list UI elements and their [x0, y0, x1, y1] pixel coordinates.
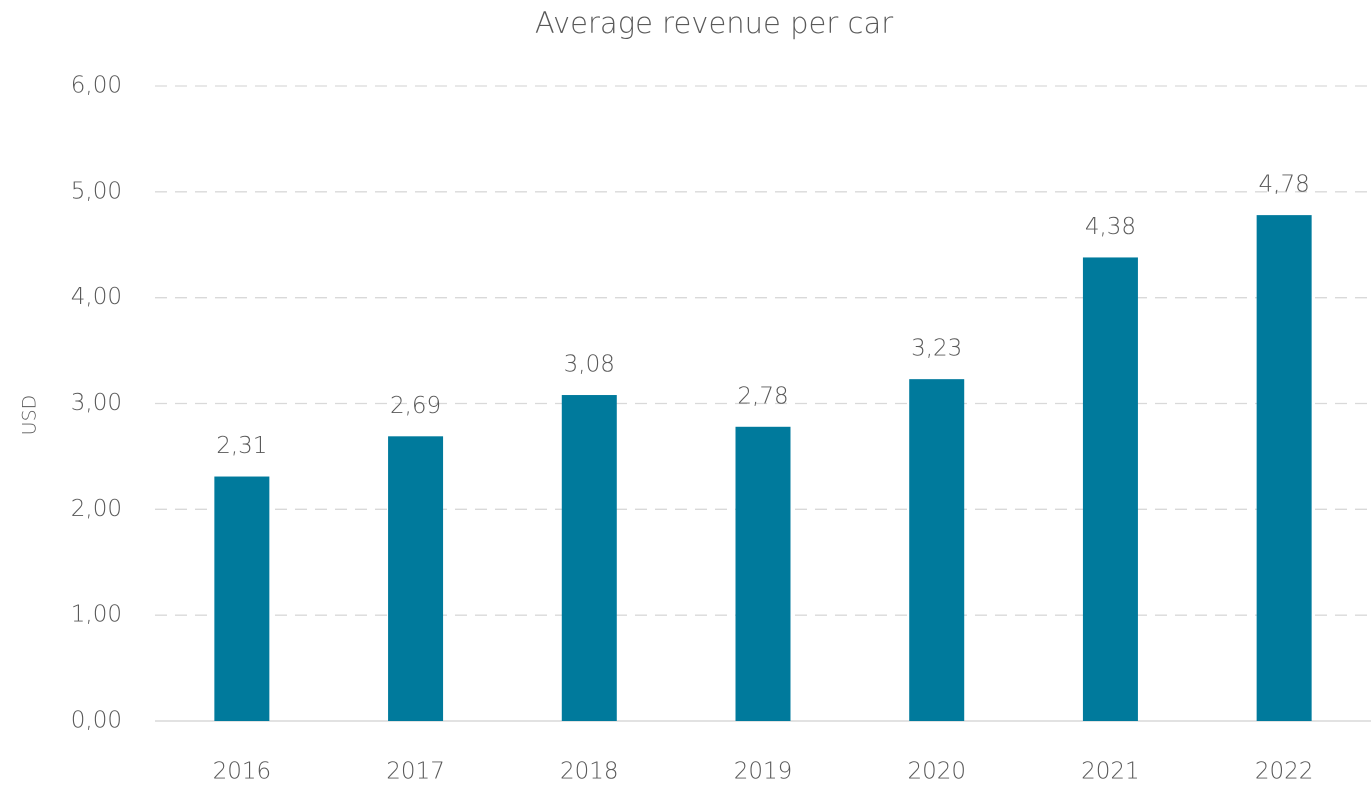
x-tick-label: 2019: [734, 759, 793, 785]
y-tick-label: 3,00: [71, 390, 122, 416]
data-label: 2,69: [390, 393, 441, 419]
data-label: 4,38: [1085, 214, 1136, 240]
bar: [1256, 215, 1312, 721]
bar: [214, 476, 270, 721]
x-tick-label: 2022: [1255, 759, 1314, 785]
bar: [909, 379, 965, 721]
data-label: 3,23: [911, 336, 962, 362]
y-tick-label: 0,00: [71, 708, 122, 734]
y-axis-label: USD: [19, 395, 41, 436]
y-tick-label: 5,00: [71, 178, 122, 204]
y-tick-label: 2,00: [71, 496, 122, 522]
x-tick-label: 2017: [386, 759, 445, 785]
bar: [1082, 257, 1138, 721]
data-label: 4,78: [1259, 172, 1310, 198]
data-label: 3,08: [564, 352, 615, 378]
y-tick-label: 4,00: [71, 284, 122, 310]
bar: [388, 436, 444, 721]
chart-title: Average revenue per car: [535, 6, 893, 40]
y-tick-label: 6,00: [71, 73, 122, 99]
x-tick-label: 2020: [907, 759, 966, 785]
x-tick-label: 2016: [213, 759, 272, 785]
x-tick-label: 2021: [1081, 759, 1140, 785]
data-label: 2,78: [737, 383, 788, 409]
bar: [561, 395, 617, 721]
y-tick-label: 1,00: [71, 602, 122, 628]
data-label: 2,31: [216, 433, 267, 459]
bar: [735, 426, 791, 721]
x-tick-label: 2018: [560, 759, 619, 785]
